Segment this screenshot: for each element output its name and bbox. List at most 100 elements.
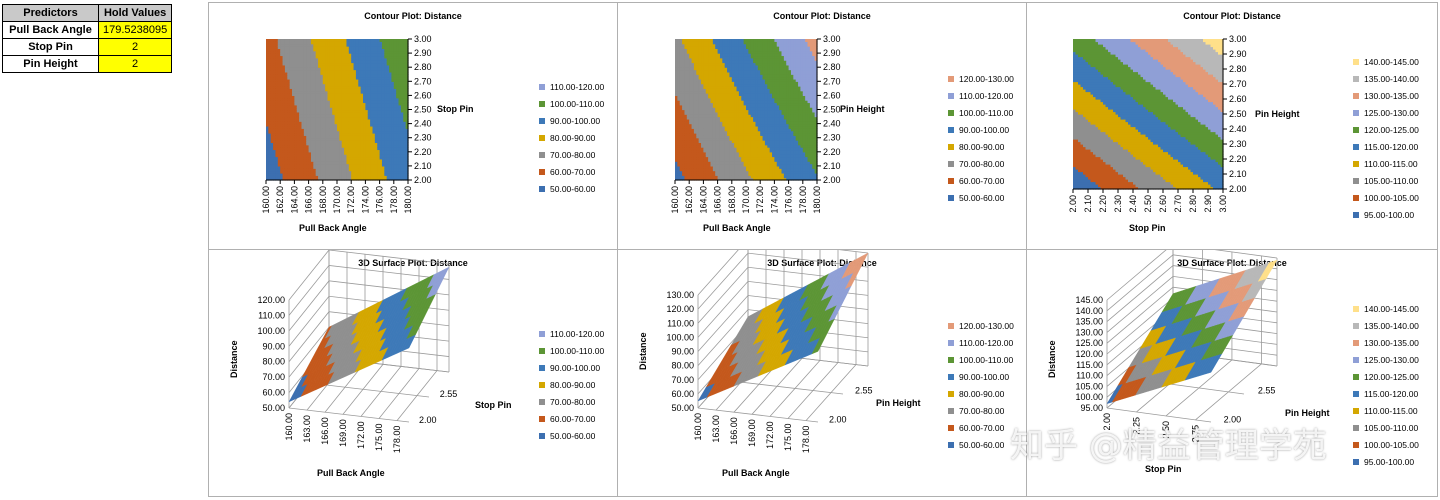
y-tick-label: 2.70 [823,76,841,86]
axis-title: Stop Pin [475,400,512,410]
x-tick-label: 2.70 [1173,195,1183,213]
x-tick-label: 168.00 [727,186,737,214]
legend-label: 125.00-130.00 [1364,107,1419,118]
predictor-label: Stop Pin [2,38,99,56]
legend-swatch [1353,58,1359,65]
x-tick-label: 2.90 [1203,195,1213,213]
table-row: Pin Height 2 [2,55,173,73]
legend-swatch [948,339,954,346]
z-tick-label: 110.00 [667,318,694,328]
x-tick-label: 2.30 [1113,195,1123,213]
legend-swatch [1353,75,1359,82]
y-tick-label: 2.00 [829,414,847,424]
y-tick-label: 2.00 [823,175,841,185]
legend-item: 50.00-60.00 [539,427,604,444]
hold-value-cell[interactable]: 2 [97,55,173,73]
surface-plot-panel[interactable]: 3D Surface Plot: Distance 50.00 60.00 70.0… [208,249,618,497]
x-tick-label: 180.00 [403,186,413,214]
legend-label: 50.00-60.00 [959,192,1005,203]
y-tick-label: 2.40 [823,119,841,129]
axis-title: Distance [1047,340,1057,378]
y-tick-label: 3.00 [1229,34,1247,44]
legend-label: 90.00-100.00 [550,362,601,373]
legend-label: 110.00-115.00 [1364,158,1418,169]
x-tick-label: 2.25 [1131,417,1141,435]
y-tick-label: 2.00 [1229,184,1247,194]
legend-swatch [539,100,545,107]
contour-plot-panel[interactable]: Contour Plot: Distance 2.00 2.10 2.20 2.30 2… [1026,2,1438,250]
legend-item: 50.00-60.00 [948,189,1014,206]
chart-title: 3D Surface Plot: Distance [358,258,468,268]
legend-label: 110.00-120.00 [550,81,605,92]
surface-chart-svg: 50.00 60.00 70.00 80.00 90.00 100.00 110.00 120… [257,250,457,453]
legend-label: 135.00-140.00 [1364,73,1419,84]
axis-title: Pin Height [840,104,885,114]
legend-label: 100.00-105.00 [1364,192,1419,203]
legend-swatch [1353,458,1359,465]
legend-item: 120.00-125.00 [1353,368,1419,385]
y-tick-label: 2.10 [414,161,432,171]
legend-item: 80.00-90.00 [539,129,604,146]
z-tick-label: 135.00 [1075,317,1103,327]
surface-mesh [697,252,869,402]
x-tick-label: 169.00 [338,419,348,447]
legend-label: 90.00-100.00 [959,124,1010,135]
legend-label: 90.00-100.00 [959,371,1010,382]
hold-value-cell[interactable]: 179.5238095 [97,21,173,39]
x-tick-label: 2.00 [1102,413,1112,431]
z-tick-label: 120.00 [1075,349,1103,359]
contour-plot-panel[interactable]: Contour Plot: Distance 2.00 2.10 2.20 2.30 2… [208,2,618,250]
hold-values-table: Predictors Hold Values Pull Back Angle 1… [2,4,173,73]
y-tick-label: 2.90 [1229,49,1247,59]
surface-chart-svg: 50.00 60.00 70.00 80.00 90.00 100.00 110.00 120… [666,250,873,453]
predictor-label: Pin Height [2,55,99,73]
legend-swatch [948,390,954,397]
x-tick-label: 2.80 [1188,195,1198,213]
legend-swatch [1353,126,1359,133]
surface-plot-panel[interactable]: 3D Surface Plot: Distance 50.00 60.00 70.0… [617,249,1027,497]
y-tick-label: 2.80 [1229,64,1247,74]
surface-plot-panel[interactable]: 3D Surface Plot: Distance 95.00 100.00 105… [1026,249,1438,497]
table-row: Stop Pin 2 [2,38,173,56]
legend-swatch [948,424,954,431]
chart-title: Contour Plot: Distance [773,11,871,21]
legend-item: 110.00-120.00 [539,78,604,95]
legend-item: 70.00-80.00 [539,146,604,163]
legend-swatch [1353,143,1359,150]
legend-item: 110.00-120.00 [948,334,1014,351]
legend-item: 120.00-125.00 [1353,121,1419,138]
z-tick-label: 125.00 [1075,338,1103,348]
z-tick-label: 130.00 [1075,327,1103,337]
legend-swatch [1353,424,1359,431]
legend-item: 100.00-105.00 [1353,436,1419,453]
y-tick-label: 2.20 [823,147,841,157]
legend-label: 105.00-110.00 [1364,175,1419,186]
z-tick-label: 60.00 [262,388,285,398]
chart-title: Contour Plot: Distance [1183,11,1281,21]
x-tick-label: 2.00 [1068,195,1078,213]
contour-chart-svg: 2.00 2.10 2.20 2.30 2.40 2.50 2.60 2.70 2.80 2.90… [670,34,841,214]
legend-item: 80.00-90.00 [539,376,604,393]
legend-label: 95.00-100.00 [1364,209,1415,220]
x-tick-label: 2.75 [1190,425,1200,443]
x-tick-label: 160.00 [670,186,680,214]
x-tick-label: 178.00 [798,186,808,214]
x-tick-label: 174.00 [769,186,779,214]
legend-item: 100.00-110.00 [539,342,604,359]
contour-plot-panel[interactable]: Contour Plot: Distance 2.00 2.10 2.20 2.30 2… [617,2,1027,250]
x-tick-label: 166.00 [320,417,330,445]
gridline [288,250,450,301]
y-tick-label: 2.20 [414,147,432,157]
hold-value-cell[interactable]: 2 [97,38,173,56]
x-tick-label: 176.00 [375,186,385,214]
axis-title: Pull Back Angle [722,468,790,478]
legend-item: 105.00-110.00 [1353,172,1419,189]
legend-swatch [1353,407,1359,414]
y-tick-label: 2.60 [1229,94,1247,104]
legend-label: 110.00-120.00 [959,90,1014,101]
legend-item: 120.00-130.00 [948,70,1014,87]
legend-swatch [539,347,545,354]
legend-label: 70.00-80.00 [959,405,1005,416]
y-tick-label: 2.60 [414,90,432,100]
table-row: Pull Back Angle 179.5238095 [2,21,173,39]
